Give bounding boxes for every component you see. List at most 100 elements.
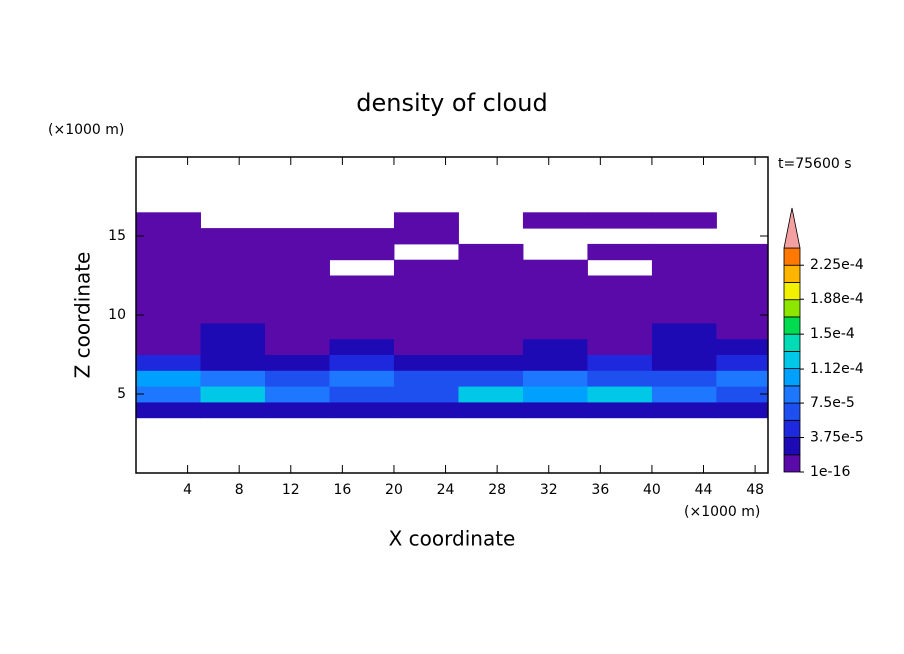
contour-cell bbox=[522, 386, 588, 403]
contour-cell bbox=[587, 307, 653, 324]
contour-cell bbox=[393, 354, 459, 371]
contour-cell bbox=[136, 401, 201, 419]
contour-cell bbox=[264, 243, 330, 261]
contour-cell bbox=[458, 243, 524, 261]
contour-cell bbox=[136, 307, 201, 324]
time-label: t=75600 s bbox=[778, 156, 852, 172]
contour-cell bbox=[329, 243, 395, 261]
colorbar-box bbox=[783, 316, 801, 335]
contour-cell bbox=[651, 322, 717, 340]
x-tick-label: 28 bbox=[488, 482, 506, 498]
contour-cell bbox=[522, 401, 588, 419]
contour-cell bbox=[587, 291, 653, 308]
contour-cell bbox=[200, 354, 266, 371]
contour-cell bbox=[393, 370, 459, 387]
colorbar-label: 1.88e-4 bbox=[810, 291, 864, 307]
contour-cell bbox=[264, 228, 330, 245]
contour-cell bbox=[264, 370, 330, 387]
contour-cell bbox=[329, 275, 395, 292]
contour-cell bbox=[716, 243, 768, 261]
contour-cell bbox=[716, 354, 768, 371]
contour-cell bbox=[458, 307, 524, 324]
contour-cell bbox=[651, 291, 717, 308]
contour-cell bbox=[264, 322, 330, 340]
contour-cell bbox=[329, 291, 395, 308]
contour-field bbox=[136, 212, 768, 419]
contour-cell bbox=[264, 275, 330, 292]
y-tick-label: 10 bbox=[108, 307, 126, 323]
contour-cell bbox=[522, 354, 588, 371]
contour-cell bbox=[200, 338, 266, 355]
contour-cell bbox=[200, 275, 266, 292]
x-tick-label: 12 bbox=[282, 482, 300, 498]
contour-cell bbox=[522, 322, 588, 340]
colorbar-label: 3.75e-5 bbox=[810, 430, 864, 446]
contour-cell bbox=[716, 322, 768, 340]
colorbar-box bbox=[783, 350, 801, 370]
colorbar-label: 1e-16 bbox=[810, 464, 850, 480]
contour-cell bbox=[393, 307, 459, 324]
contour-cell bbox=[200, 401, 266, 419]
contour-cell bbox=[651, 275, 717, 292]
colorbar-box bbox=[783, 437, 801, 456]
contour-cell bbox=[651, 338, 717, 355]
contour-cell bbox=[136, 386, 201, 403]
contour-cell bbox=[587, 243, 653, 261]
contour-cell bbox=[393, 338, 459, 355]
contour-cell bbox=[136, 212, 201, 229]
colorbar-box bbox=[783, 264, 801, 283]
contour-cell bbox=[716, 291, 768, 308]
x-axis-label: X coordinate bbox=[389, 527, 516, 551]
colorbar-box bbox=[783, 402, 801, 421]
contour-cell bbox=[651, 386, 717, 403]
contour-cell bbox=[393, 275, 459, 292]
colorbar-box bbox=[783, 368, 801, 387]
contour-cell bbox=[651, 212, 717, 229]
contour-cell bbox=[716, 275, 768, 292]
colorbar-extend bbox=[783, 207, 801, 249]
contour-cell bbox=[329, 354, 395, 371]
contour-cell bbox=[264, 338, 330, 355]
y-tick-label: 15 bbox=[108, 228, 126, 244]
contour-cell bbox=[522, 307, 588, 324]
contour-cell bbox=[200, 291, 266, 308]
contour-cell bbox=[716, 307, 768, 324]
y-unit: (×1000 m) bbox=[48, 122, 124, 138]
contour-cell bbox=[264, 291, 330, 308]
contour-cell bbox=[136, 354, 201, 371]
colorbar-label: 1.12e-4 bbox=[810, 361, 864, 377]
contour-cell bbox=[264, 354, 330, 371]
contour-cell bbox=[716, 370, 768, 387]
colorbar-label: 7.5e-5 bbox=[810, 395, 855, 411]
contour-cell bbox=[522, 338, 588, 355]
contour-cell bbox=[393, 386, 459, 403]
contour-cell bbox=[458, 275, 524, 292]
colorbar-box bbox=[783, 247, 801, 266]
x-tick-label: 4 bbox=[183, 482, 192, 498]
x-tick-label: 24 bbox=[437, 482, 455, 498]
contour-cell bbox=[587, 212, 653, 229]
x-tick-label: 32 bbox=[540, 482, 558, 498]
contour-cell bbox=[651, 307, 717, 324]
contour-cell bbox=[136, 291, 201, 308]
contour-cell bbox=[136, 275, 201, 292]
colorbar-label: 2.25e-4 bbox=[810, 257, 864, 273]
contour-cell bbox=[329, 322, 395, 340]
contour-cell bbox=[587, 401, 653, 419]
contour-cell bbox=[587, 370, 653, 387]
contour-cell bbox=[393, 228, 459, 245]
contour-cell bbox=[522, 275, 588, 292]
contour-cell bbox=[136, 259, 201, 276]
contour-cell bbox=[264, 386, 330, 403]
x-tick-label: 44 bbox=[695, 482, 713, 498]
contour-cell bbox=[200, 370, 266, 387]
contour-cell bbox=[393, 291, 459, 308]
contour-cell bbox=[458, 401, 524, 419]
contour-cell bbox=[264, 259, 330, 276]
colorbar-box bbox=[783, 419, 801, 438]
contour-cell bbox=[329, 370, 395, 387]
x-tick-label: 8 bbox=[235, 482, 244, 498]
x-tick-label: 36 bbox=[591, 482, 609, 498]
contour-cell bbox=[136, 322, 201, 340]
